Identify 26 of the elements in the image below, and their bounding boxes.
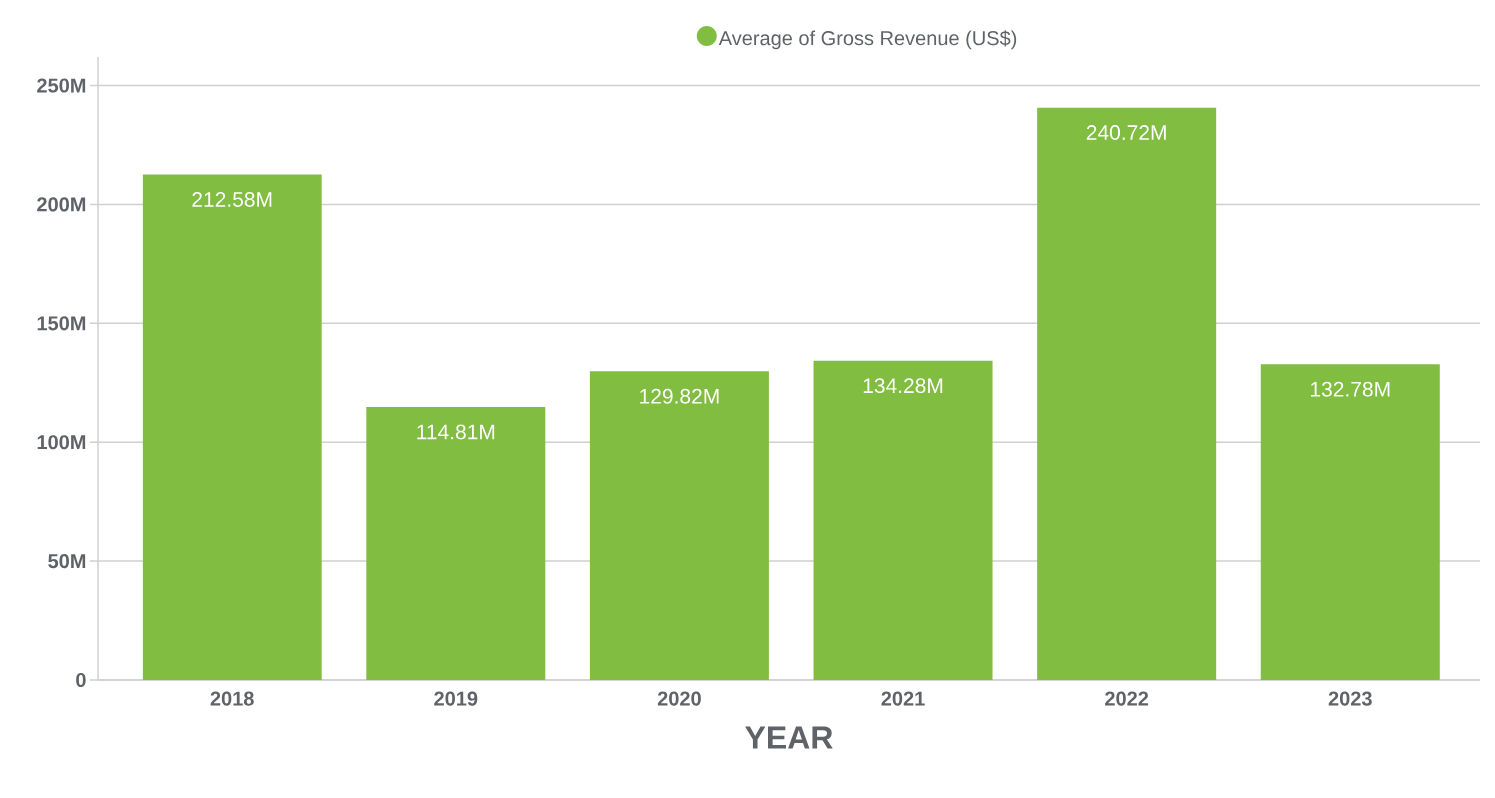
x-tick-label: 2020 bbox=[657, 691, 701, 706]
x-tick-label: 2019 bbox=[434, 691, 478, 706]
data-label: 129.82M bbox=[640, 388, 719, 404]
data-label: 240.72M bbox=[1086, 125, 1166, 140]
x-tick-label: 2018 bbox=[210, 691, 254, 706]
bar bbox=[366, 406, 546, 680]
bar bbox=[589, 371, 769, 680]
y-tick-label: 250M bbox=[37, 78, 86, 93]
y-tick-label: 100M bbox=[37, 435, 86, 450]
data-label: 134.28M bbox=[863, 378, 943, 394]
bar bbox=[142, 174, 322, 680]
y-tick-label: 50M bbox=[48, 554, 86, 569]
bar bbox=[1037, 107, 1217, 680]
y-tick-label: 150M bbox=[37, 316, 86, 331]
x-axis-title: YEAR bbox=[745, 726, 833, 749]
bar bbox=[813, 360, 993, 680]
x-tick-label: 2021 bbox=[881, 691, 925, 706]
data-label: 114.81M bbox=[417, 424, 495, 440]
legend-label: Average of Gross Revenue (US$) bbox=[718, 30, 1017, 50]
y-tick-label: 200M bbox=[37, 197, 86, 212]
x-tick-label: 2022 bbox=[1105, 691, 1149, 706]
y-tick-label: 0 bbox=[76, 672, 86, 688]
x-tick-label: 2023 bbox=[1328, 691, 1372, 706]
bar bbox=[1260, 364, 1440, 680]
data-label: 212.58M bbox=[192, 192, 272, 207]
data-label: 132.78M bbox=[1311, 381, 1390, 397]
